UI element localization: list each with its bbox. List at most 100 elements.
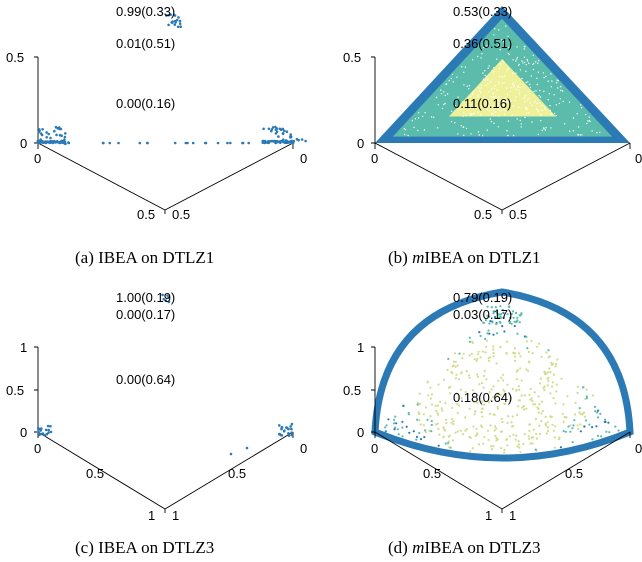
panel-d-point-473 [571, 441, 574, 444]
panel-b-point-178 [492, 113, 494, 115]
panel-b-point-181 [579, 134, 581, 136]
panel-a-axis-lines [37, 57, 294, 211]
panel-b-point-16 [515, 72, 517, 74]
panel-b-point-192 [525, 107, 527, 110]
panel-d-point-178 [419, 402, 422, 406]
panel-b-point-300 [498, 83, 500, 85]
panel-d-point-200 [507, 415, 510, 418]
panel-d-point-102 [457, 378, 460, 381]
panel-b-point-14 [555, 82, 558, 84]
panel-d-point-4 [424, 431, 427, 434]
panel-d-point-490 [502, 316, 505, 319]
panel-d-annotation-1: 0.79(0.19) [453, 290, 512, 305]
panel-c-tick-left-half: 0.5 [86, 466, 104, 481]
panel-d-point-356 [543, 389, 546, 392]
panel-b-point-40 [414, 118, 417, 120]
panel-d-point-327 [476, 432, 479, 435]
panel-b-caption-italic: m [412, 248, 424, 267]
panel-c-point-33 [287, 427, 290, 431]
panel-d-point-342 [552, 373, 556, 376]
panel-d-point-121 [564, 430, 568, 433]
panel-d-point-225 [490, 445, 493, 448]
panel-b-point-48 [512, 59, 514, 61]
panel-d-point-456 [437, 427, 440, 430]
panel-a-point-232 [167, 13, 170, 17]
panel-b-point-66 [510, 100, 512, 102]
panel-b-point-263 [472, 112, 475, 115]
panel-d-point-431 [576, 391, 579, 395]
panel-d-point-240 [417, 411, 420, 414]
panel-d-point-46 [429, 415, 432, 418]
panel-d-point-507 [506, 313, 509, 316]
panel-d-point-146 [476, 401, 479, 404]
panel-d-point-285 [517, 405, 520, 408]
panel-d-point-491 [494, 306, 497, 309]
panel-b-point-125 [493, 34, 495, 36]
panel-b-point-100 [493, 67, 495, 69]
panel-b-point-74 [576, 113, 578, 115]
panel-b-point-221 [547, 80, 549, 82]
panel-c-point-30 [287, 432, 290, 435]
panel-d-point-145 [491, 448, 494, 451]
panel-d-point-24 [426, 418, 429, 421]
panel-b-point-248 [580, 107, 583, 109]
panel-d-point-422 [495, 439, 498, 442]
panel-b-point-269 [537, 111, 540, 113]
panel-b-point-126 [523, 96, 526, 99]
panel-b-point-163 [519, 119, 521, 122]
panel-b-point-123 [538, 95, 540, 97]
panel-b-point-198 [517, 86, 519, 89]
panel-b-point-172 [507, 52, 509, 55]
panel-b-point-223 [450, 77, 452, 80]
panel-d-point-450 [487, 357, 490, 360]
panel-a-point-132 [288, 140, 291, 144]
panel-b-point-131 [464, 66, 467, 68]
panel-b-point-8 [550, 127, 552, 129]
panel-d-point-348 [450, 421, 453, 424]
panel-d-point-496 [511, 310, 515, 313]
panel-c-point-7 [49, 425, 52, 428]
panel-d-point-92 [472, 425, 475, 428]
panel-b-point-26 [521, 77, 523, 80]
panel-d-point-295 [546, 429, 550, 433]
panel-c-point-38 [229, 452, 233, 456]
panel-b-point-152 [587, 120, 589, 122]
panel-a-point-149 [67, 141, 71, 145]
panel-a-point-214 [289, 135, 292, 138]
panel-d-point-56 [423, 436, 426, 439]
panel-a-point-218 [283, 129, 286, 133]
panel-d-point-302 [531, 352, 534, 355]
panel-b-point-251 [452, 81, 454, 83]
panel-d-point-136 [503, 451, 506, 454]
panel-b-point-195 [517, 64, 520, 67]
panel-d-point-7 [440, 407, 443, 410]
panel-d-point-30 [384, 430, 387, 433]
panel-b-point-117 [491, 69, 493, 72]
panel-b-point-30 [441, 107, 444, 110]
panel-d-point-135 [451, 439, 454, 442]
panel-d-point-303 [523, 433, 526, 436]
panel-d-point-453 [597, 409, 600, 412]
panel-d-point-85 [538, 424, 541, 427]
panel-b-point-7 [487, 67, 489, 69]
panel-a-point-160 [41, 128, 44, 131]
panel-d-point-355 [452, 420, 455, 423]
panel-d-point-217 [471, 341, 474, 344]
panel-a-point-171 [42, 141, 46, 144]
panel-c-point-15 [38, 433, 41, 437]
panel-d-point-432 [591, 394, 595, 397]
panel-d-point-13 [549, 392, 552, 395]
panel-d-point-168 [526, 347, 529, 350]
panel-b-point-267 [515, 88, 518, 91]
panel-b-point-299 [536, 108, 538, 110]
panel-d-point-320 [481, 400, 484, 403]
panel-d-point-343 [535, 345, 539, 348]
panel-d-point-257 [424, 406, 428, 409]
panel-b-point-99 [407, 134, 409, 137]
panel-b-point-2 [477, 131, 480, 133]
panel-d-point-376 [468, 340, 471, 343]
panel-b-point-124 [538, 102, 540, 104]
panel-d-point-232 [583, 425, 586, 428]
panel-d-point-205 [528, 393, 531, 396]
panel-b-tick-right-half: 0.5 [509, 207, 527, 222]
